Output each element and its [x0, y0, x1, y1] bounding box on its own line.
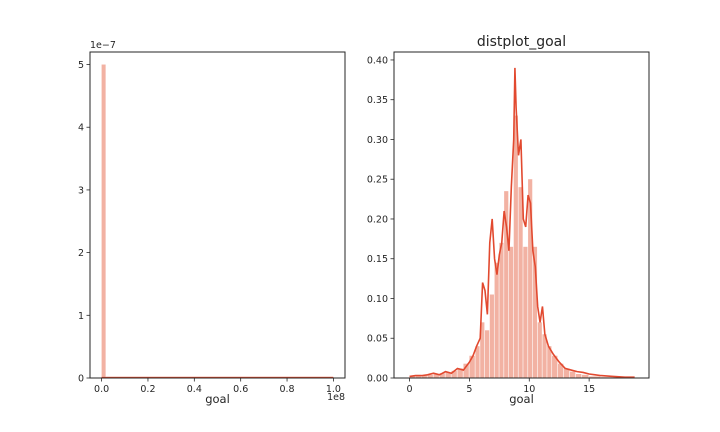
- right-x-ticks: 0 5 10 15: [407, 378, 595, 395]
- right-histogram-bar-23: [532, 246, 538, 378]
- right-x-tick-label-0: 0: [407, 384, 413, 395]
- left-x-ticks: 0.0 0.2 0.4 0.6 0.8 1.0: [94, 378, 341, 395]
- right-histogram-bar-16: [499, 242, 504, 378]
- right-x-tick-label-2: 10: [523, 384, 535, 395]
- right-histogram-bar-25: [542, 334, 547, 378]
- left-histogram-bar-0: [101, 64, 106, 379]
- right-histogram-bar-26: [547, 346, 552, 378]
- left-y-tick-label-4: 4: [78, 123, 84, 134]
- right-histogram-bar-5: [439, 373, 445, 378]
- left-y-tick-label-3: 3: [78, 185, 84, 196]
- left-x-tick-label-5: 1.0: [326, 384, 341, 395]
- right-y-tick-label-0: 0.00: [367, 374, 388, 385]
- right-histogram-bar-22: [528, 179, 533, 378]
- right-histogram-bar-9: [463, 363, 469, 378]
- right-histogram-bar-8: [457, 368, 463, 378]
- left-y-tick-label-5: 5: [78, 60, 84, 71]
- left-y-tick-label-2: 2: [78, 248, 84, 259]
- right-histogram-bar-29: [564, 368, 570, 378]
- right-histogram-bar-33: [589, 376, 601, 378]
- left-y-tick-label-0: 0: [78, 374, 84, 385]
- left-x-tick-label-3: 0.6: [233, 384, 248, 395]
- right-chart-title: distplot_goal: [477, 34, 566, 50]
- right-x-axis-label: goal: [509, 392, 534, 406]
- left-axes-frame: [89, 51, 346, 379]
- left-y-tick-label-1: 1: [78, 311, 84, 322]
- left-histogram-bars: [101, 64, 333, 379]
- right-histogram-bar-6: [445, 372, 451, 378]
- right-y-tick-label-6: 0.30: [367, 135, 388, 146]
- right-histogram-bar-24: [537, 322, 542, 378]
- right-axes-frame: [393, 51, 650, 379]
- right-histogram-bar-28: [558, 363, 564, 378]
- right-histogram-bar-13: [484, 330, 490, 378]
- right-histogram-bar-19: [513, 115, 518, 379]
- right-histogram-bar-7: [451, 370, 457, 378]
- right-histogram-bar-2: [421, 375, 427, 378]
- right-y-ticks: 0.00 0.05 0.10 0.15 0.20 0.25 0.30 0.35 0.40: [367, 55, 394, 385]
- right-y-tick-label-7: 0.35: [367, 95, 388, 106]
- right-y-tick-label-1: 0.05: [367, 334, 388, 345]
- right-x-tick-label-1: 5: [466, 384, 472, 395]
- left-y-ticks: 0 1 2 3 4 5: [78, 60, 90, 385]
- right-y-tick-label-5: 0.25: [367, 175, 388, 186]
- right-histogram-bar-11: [475, 346, 480, 378]
- right-y-tick-label-8: 0.40: [367, 55, 388, 66]
- left-x-offset-label: 1e8: [327, 392, 345, 403]
- right-histogram-bar-0: [409, 376, 415, 378]
- right-histogram-bar-31: [575, 374, 582, 378]
- right-histogram-bar-4: [433, 374, 439, 378]
- left-y-offset-label: 1e−7: [90, 40, 116, 51]
- right-histogram-bar-17: [504, 191, 509, 378]
- right-y-tick-label-2: 0.10: [367, 294, 388, 305]
- right-histogram-bars: [409, 115, 625, 379]
- right-histogram-bar-12: [480, 322, 485, 378]
- right-histogram-bar-27: [552, 355, 558, 378]
- left-x-tick-label-4: 0.8: [279, 384, 294, 395]
- right-x-tick-label-3: 15: [583, 384, 595, 395]
- right-histogram-bar-21: [523, 246, 528, 378]
- left-chart: 0.0 0.2 0.4 0.6 0.8 1.0 0 1 2 3 4 5 1e−7 1e8 goal: [78, 40, 346, 406]
- right-chart: 0 5 10 15 0.000.050.100.150.200.250.300.350…: [367, 34, 650, 406]
- right-histogram-bar-20: [518, 187, 523, 378]
- right-histogram-bar-18: [508, 246, 514, 378]
- left-x-tick-label-2: 0.4: [187, 384, 202, 395]
- right-histogram-bar-10: [469, 355, 475, 378]
- left-x-tick-label-0: 0.0: [94, 384, 109, 395]
- right-histogram-bar-15: [494, 262, 499, 378]
- right-histogram-bar-14: [489, 294, 494, 378]
- right-histogram-bar-1: [415, 376, 421, 378]
- right-histogram-bar-32: [581, 374, 589, 378]
- left-x-tick-label-1: 0.2: [140, 384, 155, 395]
- right-histogram-bar-3: [427, 374, 433, 378]
- right-y-tick-label-3: 0.15: [367, 254, 388, 265]
- right-histogram-bar-30: [569, 371, 576, 378]
- right-y-tick-label-4: 0.20: [367, 214, 388, 225]
- right-kde-line: [409, 67, 635, 378]
- left-x-axis-label: goal: [205, 392, 230, 406]
